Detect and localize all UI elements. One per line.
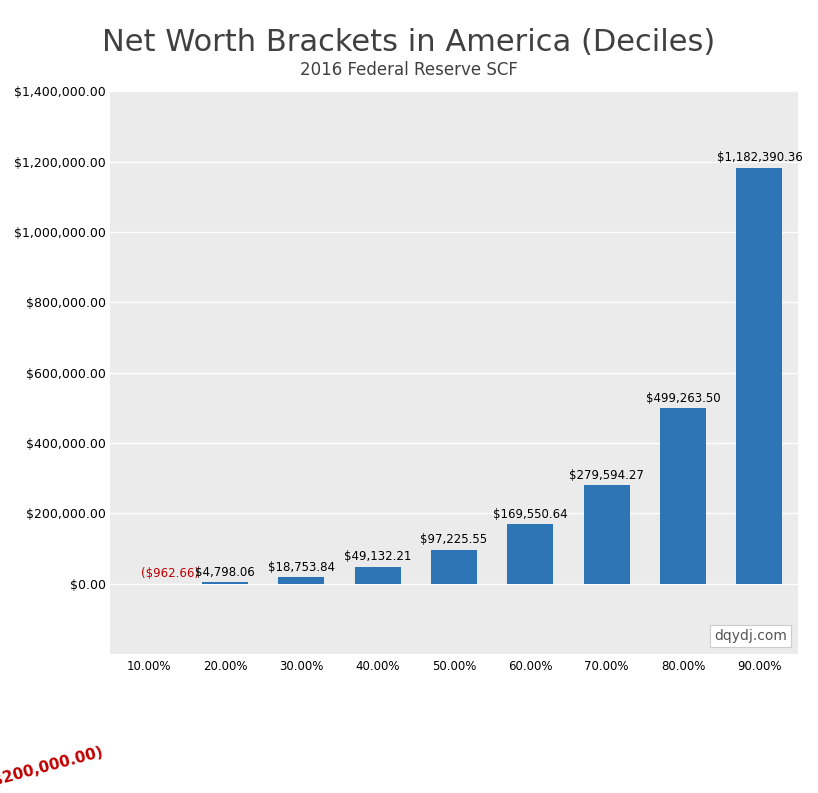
- Bar: [736, 168, 782, 584]
- Text: 2016 Federal Reserve SCF: 2016 Federal Reserve SCF: [300, 61, 518, 79]
- Bar: [660, 408, 706, 584]
- Text: $279,594.27: $279,594.27: [569, 469, 644, 482]
- Bar: [431, 550, 477, 584]
- Text: $97,225.55: $97,225.55: [420, 533, 488, 546]
- Text: ($200,000.00): ($200,000.00): [0, 745, 106, 791]
- Text: $4,798.06: $4,798.06: [195, 565, 255, 579]
- Bar: [202, 582, 248, 584]
- Text: $169,550.64: $169,550.64: [493, 508, 568, 521]
- Bar: [507, 524, 553, 584]
- Bar: [278, 577, 324, 584]
- Bar: [355, 566, 401, 584]
- Text: $499,263.50: $499,263.50: [645, 392, 721, 404]
- Text: Net Worth Brackets in America (Deciles): Net Worth Brackets in America (Deciles): [102, 28, 716, 57]
- Text: ($962.66): ($962.66): [141, 567, 199, 580]
- Text: dqydj.com: dqydj.com: [714, 629, 787, 643]
- Text: $18,753.84: $18,753.84: [267, 561, 335, 573]
- Text: $49,132.21: $49,132.21: [344, 550, 411, 563]
- Bar: [584, 485, 630, 584]
- Text: $1,182,390.36: $1,182,390.36: [717, 151, 802, 164]
